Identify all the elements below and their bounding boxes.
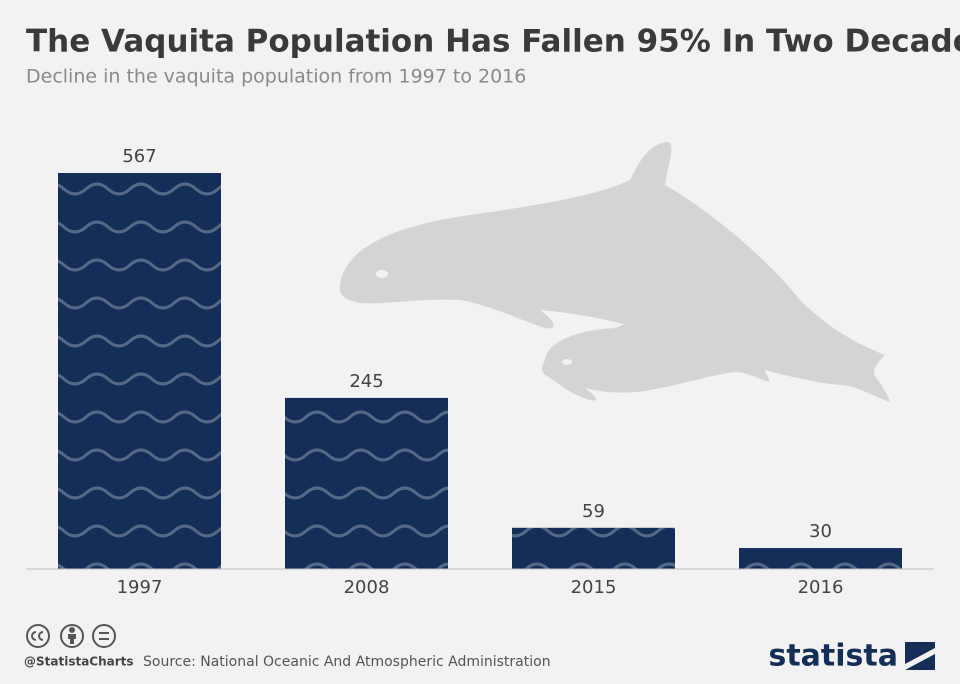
license-icons (26, 624, 116, 648)
vaquita-markings (376, 270, 572, 365)
x-tick-label: 2016 (798, 577, 844, 598)
x-tick-label: 1997 (117, 577, 163, 598)
bar-texture (58, 173, 221, 569)
statista-logo: statista (768, 639, 898, 674)
chart-subtitle: Decline in the vaquita population from 1… (26, 66, 526, 88)
value-label: 567 (122, 146, 156, 167)
value-label: 59 (582, 501, 605, 522)
bar-texture (739, 548, 902, 569)
x-tick-label: 2015 (571, 577, 617, 598)
value-label: 245 (349, 371, 383, 392)
vaquita-illustration (339, 142, 890, 402)
bar-texture (285, 397, 448, 569)
bar-texture (512, 527, 675, 569)
footer-source: Source: National Oceanic And Atmospheric… (143, 654, 551, 670)
chart-title: The Vaquita Population Has Fallen 95% In… (26, 24, 960, 60)
bars: 567 245 59 30 (58, 146, 902, 569)
footer-handle: @StatistaCharts (24, 655, 134, 669)
x-tick-label: 2008 (344, 577, 390, 598)
value-label: 30 (809, 521, 832, 542)
statista-logo-mark (905, 642, 935, 670)
